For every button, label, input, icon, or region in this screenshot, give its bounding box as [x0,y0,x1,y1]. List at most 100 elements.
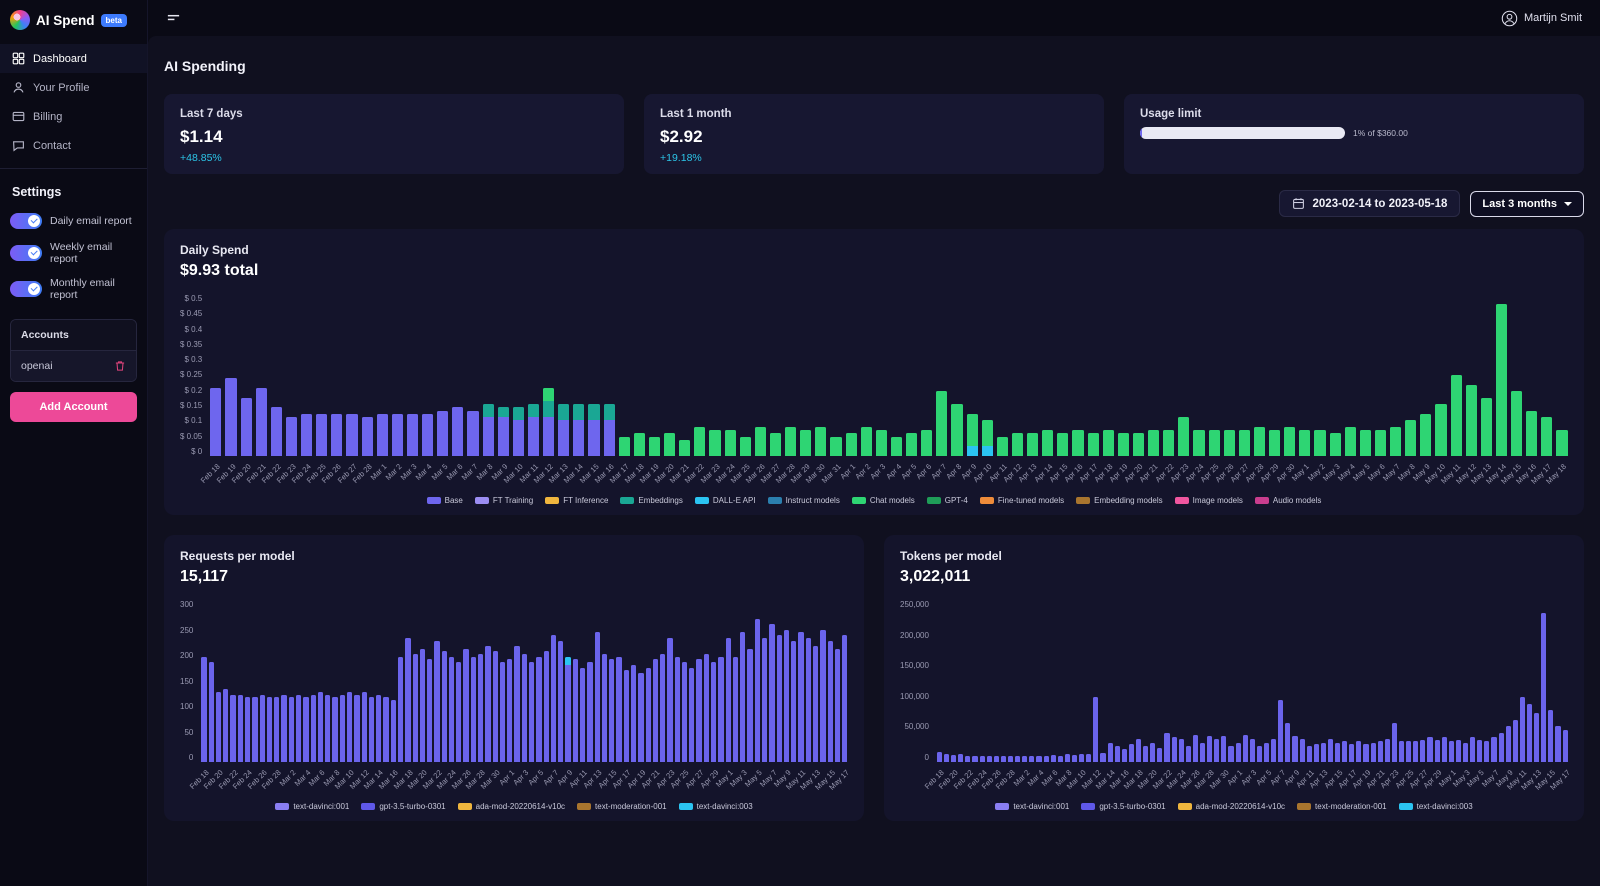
bar [412,600,418,762]
y-tick-label: 0 [924,752,929,762]
bar-segment [1505,726,1511,762]
bar-segment [703,654,710,762]
bar-segment [993,755,999,762]
bar-segment [1036,756,1042,762]
bar-segment [266,697,273,762]
bar-segment [1022,756,1028,762]
bar-segment [1405,420,1417,456]
bar-segment [1271,739,1277,762]
bar [452,294,464,456]
bar-segment [478,654,484,762]
bar [354,600,360,762]
bar-segment [1541,417,1553,456]
bar-segment [529,662,535,762]
date-preset-dropdown[interactable]: Last 3 months [1470,190,1584,217]
bar [594,600,600,762]
legend-color-chip [678,803,693,810]
bar [252,600,258,762]
weekly-report-toggle[interactable] [10,245,42,261]
add-account-button[interactable]: Add Account [10,392,137,422]
bar [936,294,948,456]
legend-item: Fine-tuned models [979,496,1064,505]
sidebar-item-billing[interactable]: Billing [0,102,147,131]
bar [1135,600,1142,762]
chart-title: Requests per model [180,549,295,563]
bar-segment [1042,430,1054,456]
monthly-report-toggle[interactable] [10,281,42,297]
bar [1278,600,1284,762]
delete-account-icon[interactable] [114,360,126,372]
date-range-picker[interactable]: 2023-02-14 to 2023-05-18 [1278,190,1461,217]
bar-segment [769,624,775,762]
bar [1000,600,1007,762]
bar [448,600,455,762]
legend-label: DALL-E API [712,496,756,505]
legend-label: Embeddings [638,496,683,505]
bar [1526,294,1538,456]
bar-segment [383,697,389,762]
bar-segment [785,426,797,456]
bar-segment [1132,433,1144,456]
bar-segment [288,697,295,762]
daily-report-toggle[interactable] [10,213,42,229]
bar-segment [208,662,214,762]
bar [1455,600,1462,762]
bar [1208,294,1220,456]
bar-segment [339,694,345,762]
bar-segment [739,436,751,456]
bar [1157,600,1163,762]
bar-segment [1455,739,1462,762]
bar [966,294,978,456]
bar [1064,600,1070,762]
sidebar-item-contact[interactable]: Contact [0,131,147,160]
bar-segment [694,426,706,456]
bar-segment [1150,742,1156,762]
bar [1491,600,1497,762]
bar [958,600,964,762]
bar-segment [1256,745,1262,762]
bar-segment [951,754,957,762]
bar [514,600,520,762]
bar-segment [437,410,449,456]
bar-segment [346,691,353,762]
bar-segment [1269,430,1281,456]
y-axis: $ 0.5 $ 0.45 $ 0.4 $ 0.35 $ 0.3 $ 0.25 $ 0.2 $ … [180,294,210,456]
bar-segment [820,629,826,762]
bar-segment [1314,430,1326,456]
bar [993,600,999,762]
legend-item: ada-mod-20220614-v10c [1177,802,1285,811]
y-axis: 300 250 200 150 100 50 0 [180,600,201,762]
menu-icon[interactable] [166,11,181,26]
y-tick-label: $ 0.15 [180,401,203,411]
bar-segment [543,387,555,401]
bar-segment [875,430,887,456]
bar-segment [536,656,542,762]
main-column: Martijn Smit AI Spending Last 7 days $1.… [148,0,1600,886]
toggle-label: Monthly email report [50,277,115,301]
bar-segment [996,436,1008,456]
bar-segment [1027,433,1039,456]
bar-segment [805,637,811,762]
y-tick-label: 250,000 [900,600,929,609]
bar-segment [1299,430,1311,456]
bar-segment [210,387,222,456]
bar [681,600,688,762]
sidebar-item-dashboard[interactable]: Dashboard [0,44,147,73]
bar-segment [1329,433,1341,456]
user-menu[interactable]: Martijn Smit [1501,10,1582,27]
bar-segment [1450,375,1462,456]
bar [1313,600,1319,762]
bar [1132,294,1144,456]
bar-segment [419,648,426,762]
bar-segment [1541,612,1547,762]
bar-segment [521,654,528,762]
bar [951,600,957,762]
bar [1342,600,1348,762]
sidebar-item-your-profile[interactable]: Your Profile [0,73,147,102]
bar [456,600,462,762]
bar [648,294,660,456]
bar-segment [783,629,790,762]
y-tick-label: 300 [180,600,194,609]
bar [972,600,978,762]
legend-label: FT Inference [563,496,609,505]
